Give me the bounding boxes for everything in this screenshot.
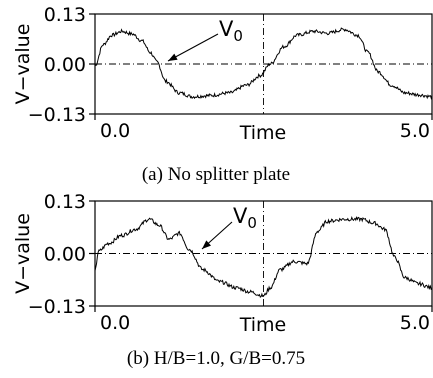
v0-arrow-line (167, 33, 219, 62)
panel-caption: (a) No splitter plate (142, 164, 290, 185)
panel-a: 0.13 0.00 −0.13 0.0 5.0 Time V−value V0 (a) No s… (12, 4, 433, 185)
x-tick-label: 0.0 (100, 312, 130, 334)
y-axis-label: V−value (12, 24, 34, 105)
y-tick-label: −0.13 (28, 296, 86, 318)
y-tick-label: 0.00 (44, 54, 86, 76)
panel-b: 0.13 0.00 −0.13 0.0 5.0 Time V−value V0 (b) H/B=… (12, 191, 433, 369)
y-tick-label: 0.13 (44, 4, 86, 26)
v0-label-subscript: 0 (233, 27, 243, 45)
x-axis-label: Time (239, 314, 287, 336)
v0-arrow-head (168, 53, 178, 61)
v0-label: V0 (233, 204, 257, 232)
series-line (94, 27, 433, 100)
v0-arrow-head (202, 240, 211, 249)
v0-label-main: V (219, 17, 234, 41)
x-tick-label: 5.0 (400, 312, 430, 334)
y-axis-label: V−value (12, 213, 34, 294)
v0-label-main: V (233, 204, 248, 228)
y-tick-label: 0.00 (44, 244, 86, 266)
series-line (94, 215, 433, 298)
panel-caption: (b) H/B=1.0, G/B=0.75 (127, 348, 305, 369)
v0-label: V0 (219, 17, 243, 45)
v0-label-subscript: 0 (247, 214, 257, 232)
y-tick-label: 0.13 (44, 191, 86, 213)
x-tick-label: 5.0 (400, 120, 430, 142)
y-tick-label: −0.13 (28, 104, 86, 126)
x-axis-label: Time (239, 122, 287, 144)
x-tick-label: 0.0 (100, 120, 130, 142)
